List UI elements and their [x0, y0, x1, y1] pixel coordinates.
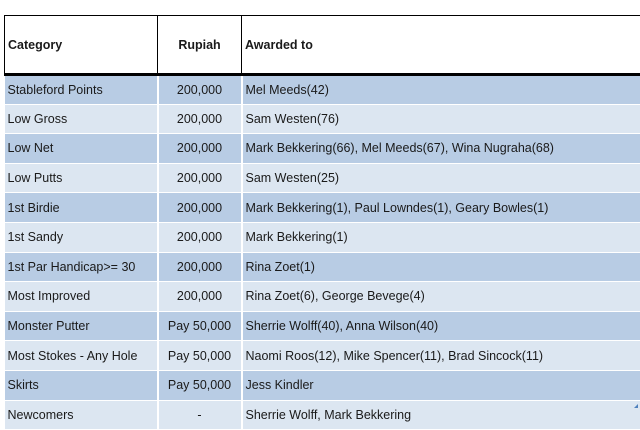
table-row: 1st Par Handicap>= 30 200,000 Rina Zoet(… [4, 252, 640, 283]
table-row: Low Net 200,000 Mark Bekkering(66), Mel … [4, 133, 640, 164]
cell-awarded: Mark Bekkering(1) [241, 222, 640, 253]
cell-category: 1st Sandy [4, 222, 159, 253]
cell-rupiah: 200,000 [157, 74, 243, 105]
cell-awarded: Sam Westen(76) [241, 104, 640, 135]
cell-awarded: Jess Kindler [241, 370, 640, 401]
cell-category: Most Stokes - Any Hole [4, 340, 159, 371]
cell-awarded: Sam Westen(25) [241, 163, 640, 194]
cell-awarded: Mark Bekkering(66), Mel Meeds(67), Wina … [241, 133, 640, 164]
table-row: Most Stokes - Any Hole Pay 50,000 Naomi … [4, 340, 640, 371]
table-row: 1st Birdie 200,000 Mark Bekkering(1), Pa… [4, 192, 640, 223]
cell-category: Monster Putter [4, 311, 159, 342]
resize-corner-marker [634, 404, 638, 408]
table-row: Newcomers - Sherrie Wolff, Mark Bekkerin… [4, 400, 640, 430]
cell-rupiah: 200,000 [157, 163, 243, 194]
table-row: Stableford Points 200,000 Mel Meeds(42) [4, 74, 640, 105]
cell-category: Most Improved [4, 281, 159, 312]
cell-rupiah: 200,000 [157, 222, 243, 253]
awards-table: Category Rupiah Awarded to Stableford Po… [4, 15, 640, 430]
cell-rupiah: - [157, 400, 243, 430]
cell-rupiah: 200,000 [157, 281, 243, 312]
cell-awarded: Mark Bekkering(1), Paul Lowndes(1), Gear… [241, 192, 640, 223]
table-header: Category Rupiah Awarded to [4, 15, 640, 75]
cell-category: Stableford Points [4, 74, 159, 105]
cell-rupiah: Pay 50,000 [157, 311, 243, 342]
awards-table-container: Category Rupiah Awarded to Stableford Po… [4, 15, 640, 430]
cell-rupiah: Pay 50,000 [157, 340, 243, 371]
cell-awarded: Mel Meeds(42) [241, 74, 640, 105]
cell-rupiah: 200,000 [157, 133, 243, 164]
cell-category: Newcomers [4, 400, 159, 430]
header-rupiah: Rupiah [157, 15, 242, 75]
header-row: Category Rupiah Awarded to [4, 15, 640, 75]
table-body: Stableford Points 200,000 Mel Meeds(42) … [4, 74, 640, 430]
cell-awarded: Sherrie Wolff, Mark Bekkering [241, 400, 640, 430]
cell-category: 1st Birdie [4, 192, 159, 223]
table-row: Skirts Pay 50,000 Jess Kindler [4, 370, 640, 401]
cell-category: Skirts [4, 370, 159, 401]
header-awarded-to: Awarded to [241, 15, 640, 75]
header-category: Category [4, 15, 158, 75]
table-row: Most Improved 200,000 Rina Zoet(6), Geor… [4, 281, 640, 312]
cell-rupiah: 200,000 [157, 192, 243, 223]
cell-rupiah: 200,000 [157, 104, 243, 135]
table-row: Low Putts 200,000 Sam Westen(25) [4, 163, 640, 194]
cell-rupiah: Pay 50,000 [157, 370, 243, 401]
cell-category: 1st Par Handicap>= 30 [4, 252, 159, 283]
cell-category: Low Gross [4, 104, 159, 135]
cell-category: Low Putts [4, 163, 159, 194]
cell-category: Low Net [4, 133, 159, 164]
table-row: 1st Sandy 200,000 Mark Bekkering(1) [4, 222, 640, 253]
cell-awarded: Naomi Roos(12), Mike Spencer(11), Brad S… [241, 340, 640, 371]
table-row: Monster Putter Pay 50,000 Sherrie Wolff(… [4, 311, 640, 342]
cell-awarded: Rina Zoet(1) [241, 252, 640, 283]
cell-awarded: Rina Zoet(6), George Bevege(4) [241, 281, 640, 312]
cell-rupiah: 200,000 [157, 252, 243, 283]
cell-awarded: Sherrie Wolff(40), Anna Wilson(40) [241, 311, 640, 342]
table-row: Low Gross 200,000 Sam Westen(76) [4, 104, 640, 135]
